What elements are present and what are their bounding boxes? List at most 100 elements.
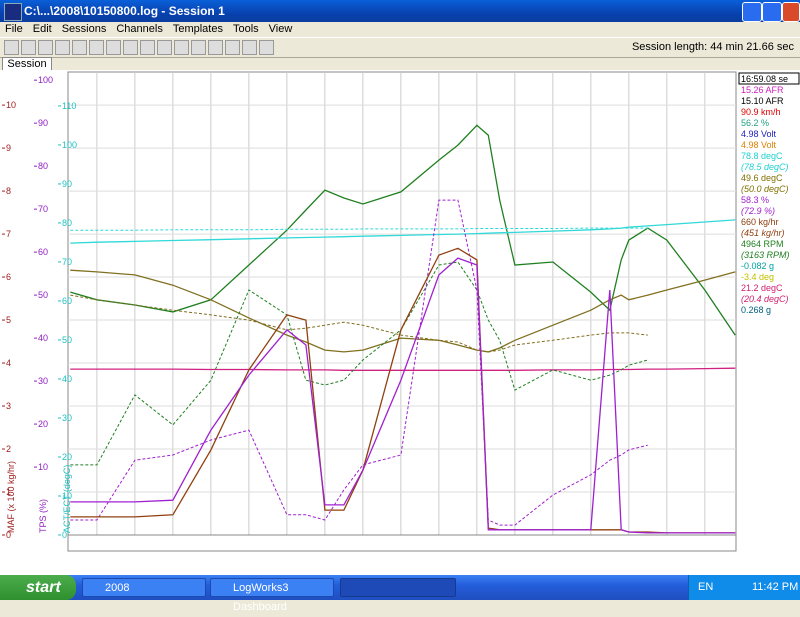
y-tick-label: 100 <box>62 140 77 150</box>
tab-row: Session 1 <box>0 57 800 83</box>
toolbar-button[interactable] <box>259 40 274 55</box>
toolbar-button[interactable] <box>225 40 240 55</box>
readout: 0.268 g <box>741 305 771 315</box>
x-axis-band <box>67 534 737 552</box>
toolbar-button[interactable] <box>38 40 53 55</box>
y-tick-label: 70 <box>38 204 48 214</box>
data-line <box>70 257 736 534</box>
toolbar-button[interactable] <box>55 40 70 55</box>
menu-item[interactable]: Edit <box>32 23 52 35</box>
y-tick-label: 30 <box>38 376 48 386</box>
y-tick-label: 70 <box>62 257 72 267</box>
start-button[interactable]: start <box>0 575 76 600</box>
y-tick-label: 10 <box>6 100 16 110</box>
readout: -0.082 g <box>741 261 774 271</box>
y-tick-label: 20 <box>62 452 72 462</box>
y-axis-title: TPS (%) <box>38 499 48 533</box>
y-tick-label: 80 <box>62 218 72 228</box>
y-axis-title: MAF (x 100 kg/hr) <box>6 461 16 533</box>
y-tick-label: 3 <box>6 401 11 411</box>
toolbar-button[interactable] <box>72 40 87 55</box>
data-line <box>70 124 736 336</box>
y-tick-label: 60 <box>38 247 48 257</box>
menu-item[interactable]: Sessions <box>61 23 107 35</box>
readout-panel <box>737 72 799 322</box>
y-tick-label: 0 <box>6 530 11 540</box>
menu-item[interactable]: File <box>5 23 23 35</box>
taskbar-item[interactable] <box>340 578 456 597</box>
readout: 49.6 degC <box>741 173 783 183</box>
y-tick-label: 0 <box>62 530 67 540</box>
readout-box <box>738 72 800 85</box>
y-tick-label: 80 <box>38 161 48 171</box>
data-line <box>70 367 736 371</box>
taskbar-item[interactable]: 2008 <box>82 578 206 597</box>
title-bar: C:\...\2008\10150800.log - Session 1 <box>0 0 800 22</box>
readout: 58.3 % <box>741 195 769 205</box>
readout: 56.2 % <box>741 118 769 128</box>
language: EN <box>698 581 714 593</box>
readout: 21.2 degC <box>741 283 783 293</box>
data-line <box>70 219 736 244</box>
readout: 78.8 degC <box>741 151 783 161</box>
menu-bar: File Edit Sessions Channels Templates Tools Vi… <box>0 22 800 37</box>
minimize-button[interactable] <box>742 2 762 22</box>
y-tick-label: 8 <box>6 186 11 196</box>
y-tick-label: 9 <box>6 143 11 153</box>
toolbar-button[interactable] <box>4 40 19 55</box>
readout: (50.0 degC) <box>741 184 789 194</box>
menu-item[interactable]: Tools <box>232 23 259 35</box>
menu-item[interactable]: Channels <box>116 23 163 35</box>
app-icon <box>4 3 22 21</box>
y-tick-label: 10 <box>62 491 72 501</box>
toolbar-button[interactable] <box>21 40 36 55</box>
toolbar-button[interactable] <box>174 40 189 55</box>
readout: 4964 RPM <box>741 239 784 249</box>
toolbar: Session length: 44 min 21.66 sec <box>0 37 800 58</box>
y-tick-label: 50 <box>38 290 48 300</box>
window-title: C:\...\2008\10150800.log - Session 1 <box>24 4 225 18</box>
system-tray <box>688 575 800 600</box>
readout: 16:59.08 se <box>741 74 788 84</box>
readout: (20.4 degC) <box>741 294 789 304</box>
y-tick-label: 90 <box>38 118 48 128</box>
y-tick-label: 7 <box>6 229 11 239</box>
toolbar-button[interactable] <box>191 40 206 55</box>
maximize-button[interactable] <box>762 2 782 22</box>
y-tick-label: 4 <box>6 358 11 368</box>
y-axis-title: ACT/ECT (degC) <box>62 465 72 533</box>
taskbar-item[interactable]: LogWorks3 Dashboard <box>210 578 334 613</box>
data-line <box>70 261 648 466</box>
readout: 15.26 AFR <box>741 85 784 95</box>
y-tick-label: 40 <box>62 374 72 384</box>
readout: 15.10 AFR <box>741 96 784 106</box>
chart: 16:5016:5116:5216:5316:5416:5516:5616:57… <box>0 70 800 575</box>
readout: (451 kg/hr) <box>741 228 785 238</box>
y-tick-label: 30 <box>62 413 72 423</box>
close-button[interactable] <box>782 2 800 22</box>
readout: 4.98 Volt <box>741 140 777 150</box>
toolbar-button[interactable] <box>89 40 104 55</box>
clock: 11:42 PM <box>752 581 799 593</box>
y-tick-label: 5 <box>6 315 11 325</box>
toolbar-button[interactable] <box>157 40 172 55</box>
readout: (72.9 %) <box>741 206 775 216</box>
toolbar-button[interactable] <box>140 40 155 55</box>
y-tick-label: 1 <box>6 487 11 497</box>
session-tab[interactable]: Session 1 <box>2 57 52 83</box>
menu-item[interactable]: View <box>268 23 293 35</box>
y-tick-label: 90 <box>62 179 72 189</box>
menu-item[interactable]: Templates <box>172 23 223 35</box>
toolbar-button[interactable] <box>242 40 257 55</box>
data-line <box>70 294 648 353</box>
plot-area <box>67 71 737 536</box>
toolbar-button[interactable] <box>123 40 138 55</box>
toolbar-button[interactable] <box>208 40 223 55</box>
readout: (3163 RPM) <box>741 250 790 260</box>
y-tick-label: 2 <box>6 444 11 454</box>
toolbar-button[interactable] <box>106 40 121 55</box>
readout: -3.4 deg <box>741 272 774 282</box>
data-line <box>70 269 736 353</box>
y-tick-label: 10 <box>38 462 48 472</box>
session-length: Session length: 44 min 21.66 sec <box>631 41 794 53</box>
